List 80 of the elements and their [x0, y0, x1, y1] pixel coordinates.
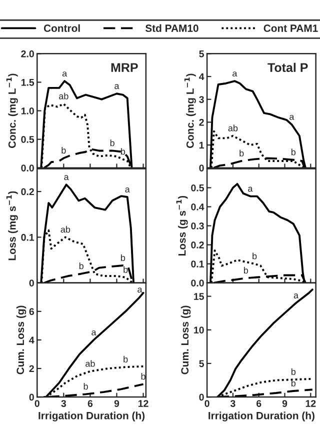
- annotation: b: [120, 254, 126, 261]
- y-tick-label: 5: [199, 50, 204, 58]
- annotation: ab: [86, 360, 95, 367]
- y-tick-label: 2.0: [21, 50, 34, 58]
- annotation: b: [120, 148, 126, 155]
- annotation: b: [291, 380, 296, 386]
- annotation: b: [62, 146, 66, 154]
- legend-label: Cont PAM1: [264, 24, 318, 32]
- annotation: b: [291, 148, 296, 156]
- text: Total P: [268, 62, 308, 72]
- annotation: a: [114, 84, 120, 90]
- y-tick-label: 2: [29, 365, 34, 372]
- annotation: a: [92, 330, 96, 336]
- y-tick-label: 0.4: [191, 203, 204, 210]
- y-axis-title: Conc. (mg L$^{−1}$): [6, 74, 18, 148]
- y-tick-label: 10: [194, 326, 204, 334]
- annotation: ab: [59, 92, 68, 100]
- y-axis-title: Loss (mg s$^{−1}$): [6, 191, 18, 260]
- y-tick-label: 0.2: [191, 242, 204, 248]
- y-tick-label: 0: [29, 280, 34, 286]
- annotation: a: [294, 294, 298, 298]
- x-axis-title: Irrigation Duration (h): [208, 412, 314, 422]
- x-tick-label: 0: [204, 400, 210, 407]
- y-tick-label: 0.0: [21, 164, 34, 172]
- annotation: a: [248, 186, 253, 192]
- y-tick-label: 0: [199, 394, 204, 401]
- x-tick-label: 9: [282, 400, 288, 407]
- y-tick-label: 0: [29, 394, 34, 401]
- x-axis-title: Irrigation Duration (h): [38, 412, 145, 422]
- annotation: b: [252, 252, 257, 260]
- annotation: b: [244, 266, 248, 274]
- x-tick-label: 12: [306, 400, 316, 407]
- x-tick-label: 3: [61, 400, 66, 407]
- y-tick-label: 5: [199, 360, 204, 368]
- annotation: b: [110, 140, 114, 146]
- x-tick-label: 3: [230, 400, 236, 407]
- y-tick-label: 6: [29, 308, 34, 316]
- y-tick-label: 0.1: [191, 260, 204, 268]
- annotation: a: [232, 72, 238, 77]
- x-tick-label: 6: [88, 400, 93, 407]
- annotation: ab: [228, 124, 238, 132]
- y-tick-label: 1: [199, 142, 204, 149]
- y-tick-label: 1.5: [21, 79, 34, 86]
- x-tick-label: 6: [256, 400, 262, 407]
- annotation: ab: [60, 226, 70, 233]
- legend-label: Std PAM10: [145, 24, 198, 32]
- y-tick-label: 0: [199, 164, 204, 172]
- y-tick-label: 3: [199, 96, 204, 103]
- y-tick-label: 4: [199, 73, 204, 80]
- annotation: b: [79, 262, 84, 270]
- y-axis-title: Cum. Loss (g): [180, 306, 191, 374]
- annotation: b: [291, 368, 296, 376]
- annotation: b: [141, 372, 146, 380]
- y-tick-label: 0.5: [191, 184, 204, 192]
- legend-label: Control: [44, 24, 80, 32]
- x-tick-label: 9: [114, 400, 120, 407]
- annotation: b: [84, 382, 88, 390]
- y-tick-label: 0.2: [21, 188, 34, 196]
- y-tick-label: 0.0: [191, 280, 204, 286]
- x-tick-label: 12: [138, 400, 148, 407]
- annotation: a: [125, 188, 130, 192]
- text: MRP: [111, 63, 138, 72]
- y-tick-label: 2: [199, 118, 204, 126]
- annotation: a: [138, 288, 142, 293]
- y-axis-title: Cum. Loss (g): [16, 306, 26, 374]
- annotation: b: [240, 150, 244, 156]
- annotation: a: [290, 114, 294, 120]
- annotation: a: [62, 72, 68, 77]
- x-tick-label: 0: [34, 400, 40, 407]
- annotation: b: [124, 266, 128, 273]
- annotation: b: [124, 356, 128, 362]
- y-tick-label: 15: [194, 293, 204, 300]
- y-tick-label: 0.3: [191, 222, 204, 230]
- y-tick-label: 0.5: [21, 136, 34, 143]
- y-tick-label: 1.0: [21, 107, 34, 114]
- y-axis-title: Loss (g s$^{−1}$): [176, 196, 188, 256]
- y-axis-title: Conc. (mg L$^{−1}$): [184, 74, 196, 148]
- y-tick-label: 0.1: [21, 234, 34, 241]
- annotation: a: [64, 175, 69, 180]
- y-tick-label: 4: [29, 336, 34, 344]
